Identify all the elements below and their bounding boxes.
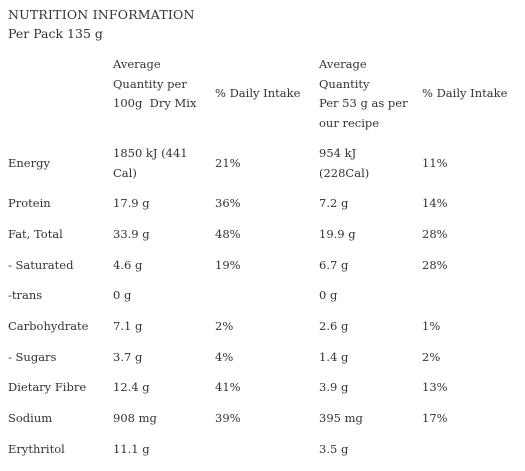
per-100g-value: 0 g	[113, 288, 132, 302]
pack-size: Per Pack 135 g	[8, 26, 103, 41]
nutrient-name: - Saturated	[8, 258, 74, 272]
daily-intake-100g: 39%	[215, 411, 241, 425]
per-serving-value: 3.5 g	[319, 442, 349, 456]
daily-intake-100g: 48%	[215, 227, 241, 241]
nutrient-name: -trans	[8, 288, 43, 302]
per-serving-value: 954 kJ (228Cal)	[319, 146, 370, 180]
per-serving-value: 3.9 g	[319, 380, 349, 394]
daily-intake-serving: 1%	[422, 319, 441, 333]
per-serving-value: 0 g	[319, 288, 338, 302]
daily-intake-100g: 41%	[215, 380, 241, 394]
header-daily-intake-1: % Daily Intake	[215, 86, 301, 100]
nutrient-name: Fat, Total	[8, 227, 63, 241]
nutrient-name: - Sugars	[8, 350, 57, 364]
daily-intake-100g: 2%	[215, 319, 234, 333]
per-100g-value: 3.7 g	[113, 350, 143, 364]
per-serving-value: 7.2 g	[319, 196, 349, 210]
daily-intake-100g: 21%	[215, 156, 241, 170]
daily-intake-serving: 28%	[422, 258, 448, 272]
nutrient-name: Sodium	[8, 411, 53, 425]
daily-intake-100g: 19%	[215, 258, 241, 272]
daily-intake-serving: 14%	[422, 196, 448, 210]
daily-intake-serving: 11%	[422, 156, 448, 170]
daily-intake-100g: 4%	[215, 350, 234, 364]
per-100g-value: 17.9 g	[113, 196, 150, 210]
nutrient-name: Dietary Fibre	[8, 380, 87, 394]
per-100g-value: 12.4 g	[113, 380, 150, 394]
per-serving-value: 19.9 g	[319, 227, 356, 241]
nutrient-name: Protein	[8, 196, 51, 210]
per-100g-value: 1850 kJ (441 Cal)	[113, 146, 188, 180]
per-serving-value: 2.6 g	[319, 319, 349, 333]
daily-intake-100g: 36%	[215, 196, 241, 210]
daily-intake-serving: 13%	[422, 380, 448, 394]
per-100g-value: 4.6 g	[113, 258, 143, 272]
per-serving-value: 6.7 g	[319, 258, 349, 272]
per-100g-value: 33.9 g	[113, 227, 150, 241]
header-avg-100g: Average Quantity per 100g Dry Mix	[113, 57, 197, 110]
daily-intake-serving: 17%	[422, 411, 448, 425]
header-avg-serving: Average Quantity Per 53 g as per our rec…	[319, 57, 408, 130]
per-100g-value: 11.1 g	[113, 442, 150, 456]
per-100g-value: 908 mg	[113, 411, 157, 425]
daily-intake-serving: 28%	[422, 227, 448, 241]
panel-title: NUTRITION INFORMATION	[8, 7, 195, 22]
per-serving-value: 395 mg	[319, 411, 363, 425]
header-daily-intake-2: % Daily Intake	[422, 86, 508, 100]
nutrient-name: Erythritol	[8, 442, 65, 456]
nutrient-name: Energy	[8, 156, 50, 170]
per-100g-value: 7.1 g	[113, 319, 143, 333]
nutrient-name: Carbohydrate	[8, 319, 89, 333]
daily-intake-serving: 2%	[422, 350, 441, 364]
per-serving-value: 1.4 g	[319, 350, 349, 364]
